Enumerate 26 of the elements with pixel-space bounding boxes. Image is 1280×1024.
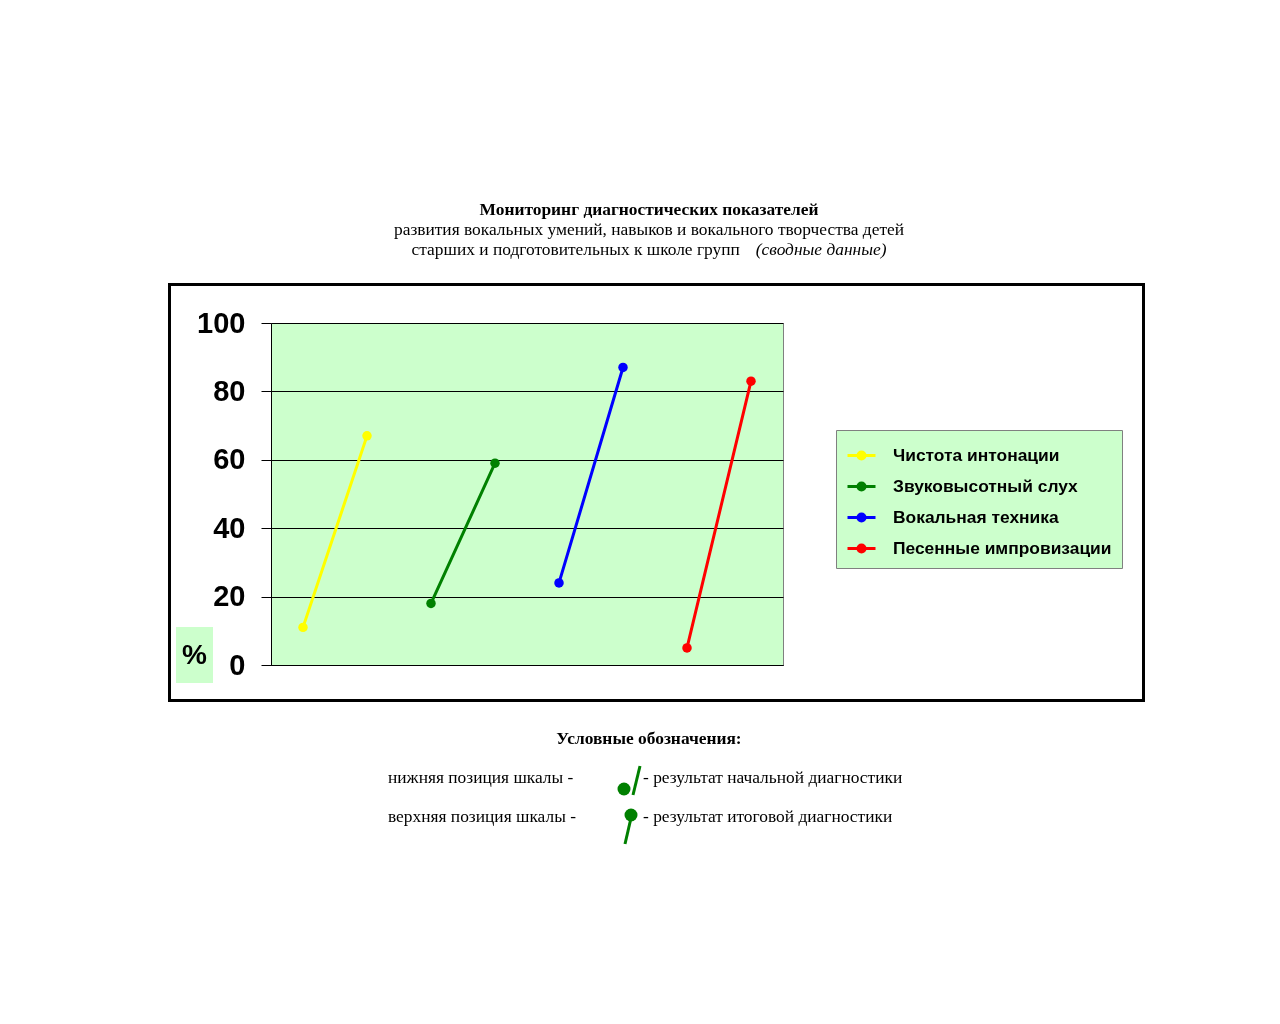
text: - результат начальной диагностики: [643, 767, 903, 787]
text: Условные обозначения:: [556, 728, 742, 748]
legend-label: Звуковысотный слух: [893, 475, 1079, 496]
point: [490, 458, 500, 468]
legend-label: Вокальная техника: [893, 506, 1059, 527]
text: нижняя позиция шкалы -: [388, 767, 574, 787]
y-tick-label: 100: [197, 306, 246, 339]
point: [554, 578, 564, 588]
chart-title: Мониторинг диагностических показателей: [479, 199, 819, 219]
legend-label: Песенные импровизации: [893, 537, 1112, 558]
text: верхняя позиция шкалы -: [388, 806, 576, 826]
y-tick-label: 80: [213, 374, 246, 407]
y-tick-label: 60: [213, 443, 246, 476]
chart-subtitle: развития вокальных умений, навыков и вокального творчества детей старших и подготовительных к школе групп (сводные данные): [393, 219, 905, 259]
y-tick-label: 0: [229, 648, 246, 681]
point: [618, 362, 628, 373]
legend-label: Чистота интонации: [893, 444, 1060, 465]
point: [746, 376, 756, 386]
point: [682, 643, 692, 653]
text: - результат итоговой диагностики: [643, 806, 893, 826]
point: [362, 431, 372, 441]
y-tick-label: 20: [213, 580, 246, 613]
y-tick-label: 40: [213, 511, 246, 544]
y-axis-title: %: [176, 627, 213, 683]
point: [426, 598, 436, 609]
point: [298, 622, 308, 633]
